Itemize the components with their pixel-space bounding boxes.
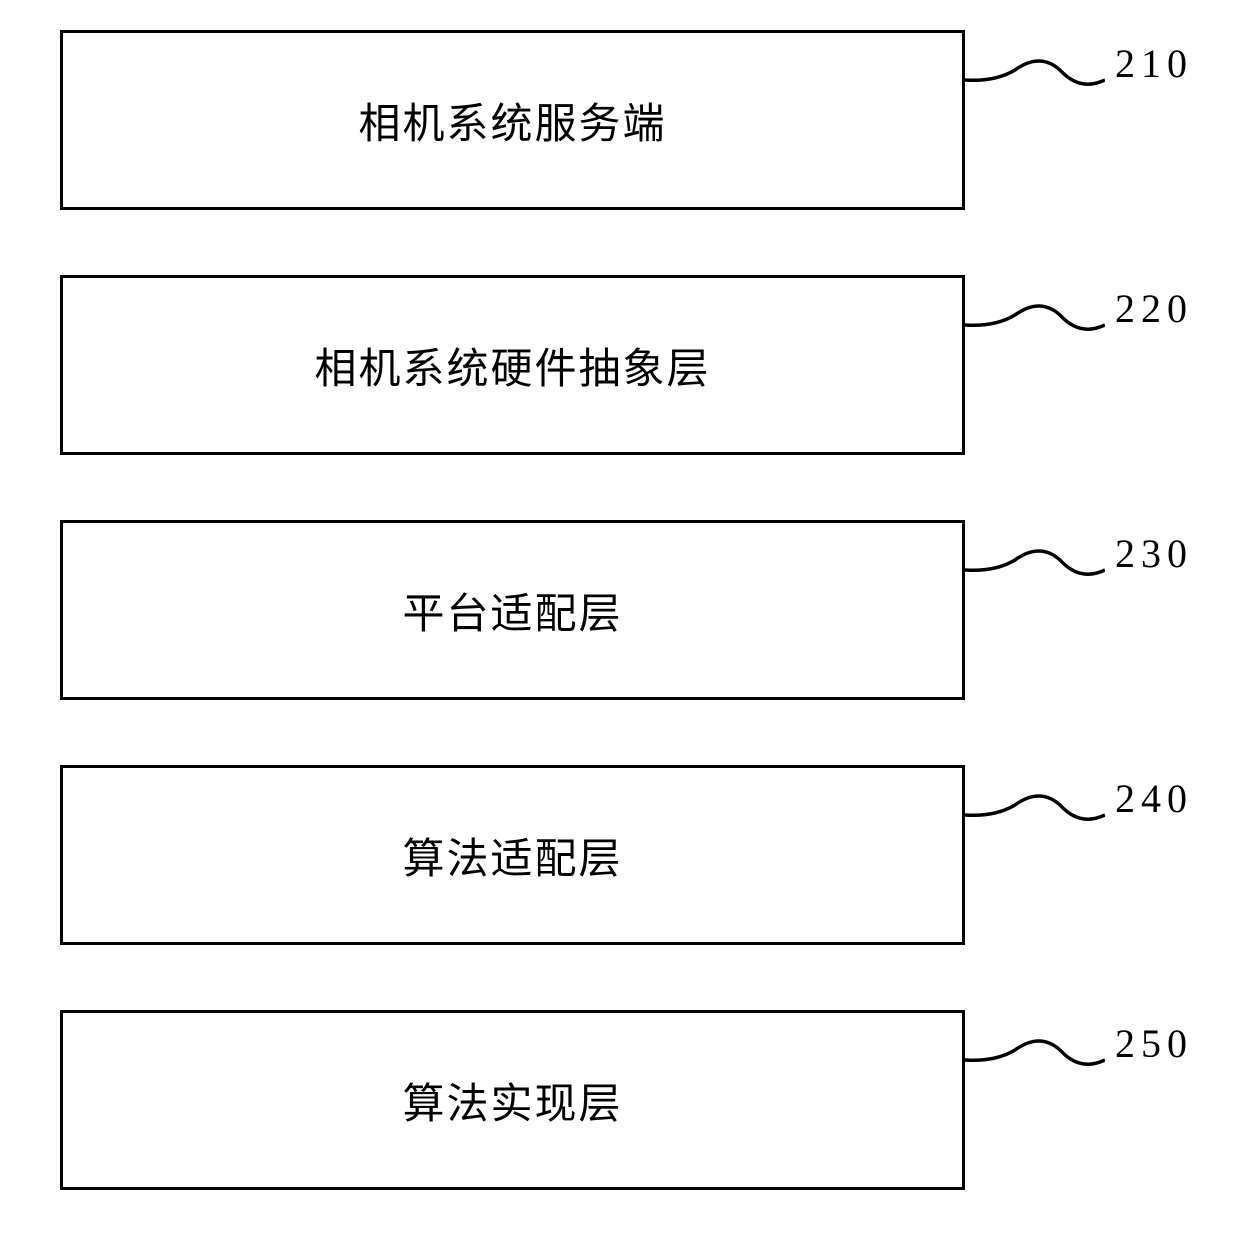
connector-line: [965, 530, 1105, 600]
layer-label: 算法实现层: [402, 1070, 622, 1131]
architecture-diagram: 相机系统服务端 210 相机系统硬件抽象层 220 平台适配层 230 算法适配…: [60, 30, 1180, 1255]
layer-number: 230: [1115, 530, 1193, 577]
layer-box: 平台适配层: [60, 520, 965, 700]
connector-line: [965, 285, 1105, 355]
layer-label: 相机系统硬件抽象层: [314, 335, 710, 396]
connector-line: [965, 775, 1105, 845]
layer-row: 算法适配层 240: [60, 765, 1180, 945]
layer-box: 算法适配层: [60, 765, 965, 945]
layer-number: 250: [1115, 1020, 1193, 1067]
layer-label: 算法适配层: [402, 825, 622, 886]
layer-box: 相机系统硬件抽象层: [60, 275, 965, 455]
layer-row: 算法实现层 250: [60, 1010, 1180, 1190]
layer-box: 相机系统服务端: [60, 30, 965, 210]
layer-row: 平台适配层 230: [60, 520, 1180, 700]
connector-line: [965, 1020, 1105, 1090]
layer-number: 210: [1115, 40, 1193, 87]
layer-row: 相机系统硬件抽象层 220: [60, 275, 1180, 455]
layer-number: 220: [1115, 285, 1193, 332]
layer-label: 平台适配层: [402, 580, 622, 641]
layer-label: 相机系统服务端: [358, 90, 666, 151]
connector-line: [965, 40, 1105, 110]
layer-number: 240: [1115, 775, 1193, 822]
layer-row: 相机系统服务端 210: [60, 30, 1180, 210]
layer-box: 算法实现层: [60, 1010, 965, 1190]
